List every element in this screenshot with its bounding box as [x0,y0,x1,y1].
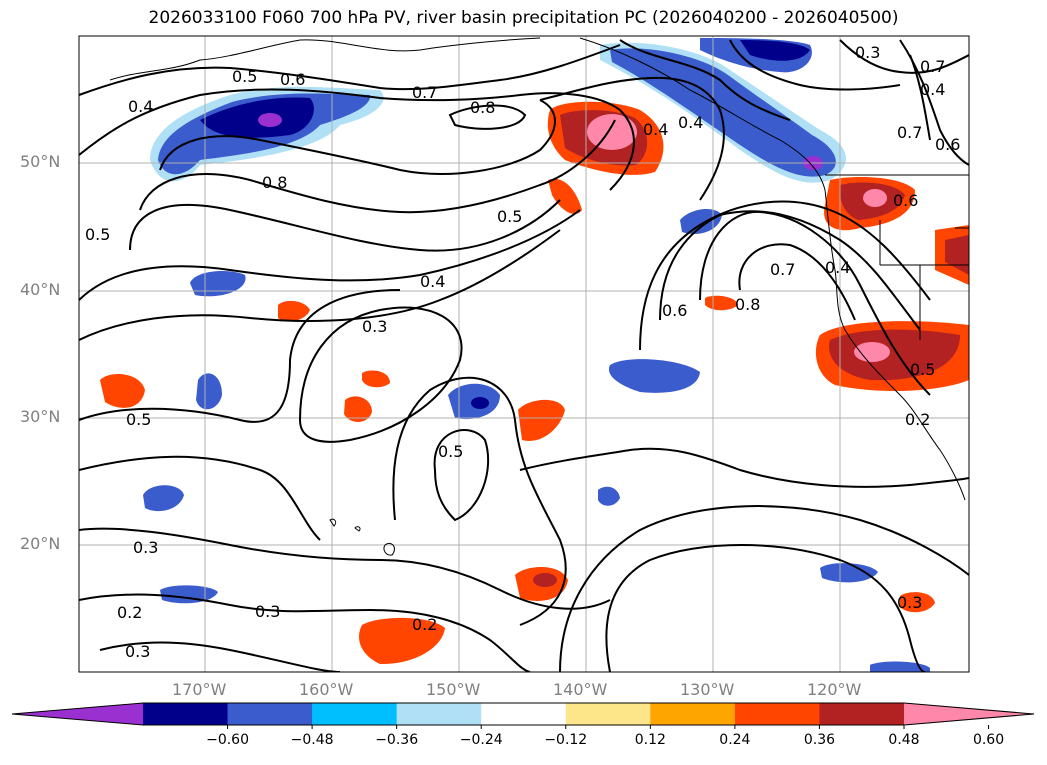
contour-label: 0.7 [770,260,795,279]
colorbar-tick-label: −0.12 [544,732,588,748]
colorbar-segment [312,703,398,725]
lon-label-160w: 160°W [299,680,354,699]
lon-label-170w: 170°W [172,680,227,699]
contour-label: 0.3 [133,538,158,557]
colorbar-segment [396,703,482,725]
colorbar-extend-low [12,703,143,725]
lat-label-30n: 30°N [20,407,61,426]
contour-label: 0.4 [643,120,668,139]
contour-labels: 0.5 0.6 0.7 0.8 0.4 0.8 0.5 0.4 0.3 0.5 … [85,43,960,661]
contour-label: 0.7 [897,123,922,142]
coastlines [109,37,969,556]
lon-label-130w: 130°W [680,680,735,699]
lon-label-140w: 140°W [553,680,608,699]
contour-label: 0.5 [232,67,257,86]
contour-label: 0.2 [412,615,437,634]
contour-label: 0.5 [85,225,110,244]
colorbar-segment [481,703,567,725]
colorbar-tick-label: 0.12 [634,732,666,748]
colorbar-tick-label: −0.60 [206,732,249,748]
colorbar-tick-label: −0.36 [375,732,419,748]
contour-label: 0.3 [897,593,922,612]
contour-label: 0.8 [470,98,495,117]
colorbar-segment [819,703,905,725]
contour-label: 0.6 [280,70,305,89]
contour-label: 0.4 [825,258,850,277]
lon-label-120w: 120°W [807,680,862,699]
contour-label: 0.2 [117,603,142,622]
contour-label: 0.3 [255,602,280,621]
colorbar-segment [143,703,229,725]
contour-label: 0.8 [262,173,287,192]
lat-label-40n: 40°N [20,280,61,299]
contour-label: 0.4 [678,113,703,132]
contour-label: 0.7 [920,57,945,76]
contour-label: 0.7 [412,83,437,102]
contour-label: 0.4 [920,80,945,99]
contour-label: 0.4 [128,97,153,116]
contour-label: 0.6 [893,191,918,210]
colorbar-tick-label: −0.48 [290,732,334,748]
lat-label-20n: 20°N [20,534,61,553]
contour-label: 0.5 [126,410,151,429]
colorbar-tick-label: −0.24 [459,732,503,748]
colorbar-tick-label: 0.48 [888,732,920,748]
contour-label: 0.5 [438,442,463,461]
contour-label: 0.4 [420,272,445,291]
lon-label-150w: 150°W [426,680,481,699]
contour-label: 0.3 [125,642,150,661]
colorbar-segment [734,703,820,725]
colorbar-outline [11,702,1035,726]
map-frame [78,35,970,673]
figure-title: 2026033100 F060 700 hPa PV, river basin … [148,8,899,28]
colorbar [11,702,1035,729]
contour-label: 0.6 [662,301,687,320]
contour-label: 0.5 [910,360,935,379]
colorbar-segment [227,703,313,725]
colorbar-tick-label: 0.24 [719,732,751,748]
contour-label: 0.6 [935,135,960,154]
colorbar-tick-label: 0.36 [803,732,836,748]
contour-label: 0.3 [855,43,880,62]
contour-label: 0.2 [905,410,930,429]
colorbar-segment [650,703,736,725]
colorbar-segment [565,703,651,725]
shaded-precip-field [100,38,969,672]
contour-label: 0.8 [735,295,760,314]
contour-label: 0.3 [362,317,387,336]
lat-label-50n: 50°N [20,152,61,171]
colorbar-extend-high [904,703,1034,725]
pv-contours [79,39,969,672]
colorbar-tick-label: 0.60 [972,732,1005,748]
contour-label: 0.5 [497,207,522,226]
